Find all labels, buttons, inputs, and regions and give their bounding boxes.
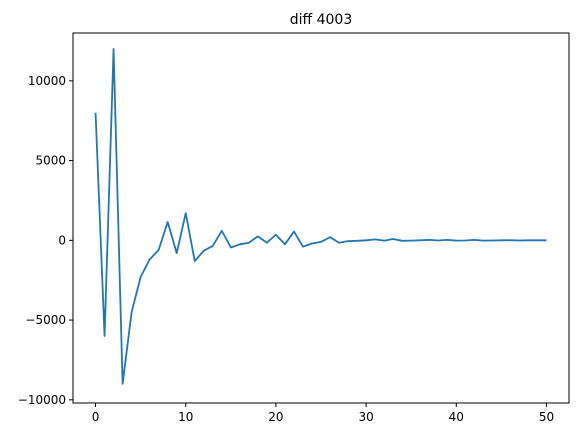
x-axis-ticks: 0 10 20 30 40 50: [92, 403, 554, 424]
y-tick-label: 10000: [28, 74, 66, 88]
y-tick-label: 5000: [35, 154, 66, 168]
x-tick-label: 0: [92, 410, 100, 424]
y-tick-label: 0: [58, 233, 66, 247]
x-tick-label: 10: [178, 410, 193, 424]
x-tick-label: 20: [268, 410, 283, 424]
x-tick-label: 30: [358, 410, 373, 424]
x-tick-label: 50: [539, 410, 554, 424]
y-tick-label: −5000: [25, 313, 66, 327]
series-layer: [94, 48, 547, 385]
plot-frame: [72, 32, 570, 404]
y-tick-label: −10000: [18, 393, 66, 407]
x-tick-label: 40: [449, 410, 464, 424]
plot-background: [73, 33, 569, 403]
chart-title: diff 4003: [290, 12, 353, 28]
y-axis-ticks: −10000 −5000 0 5000 10000: [18, 74, 73, 407]
series-line: [94, 48, 547, 385]
